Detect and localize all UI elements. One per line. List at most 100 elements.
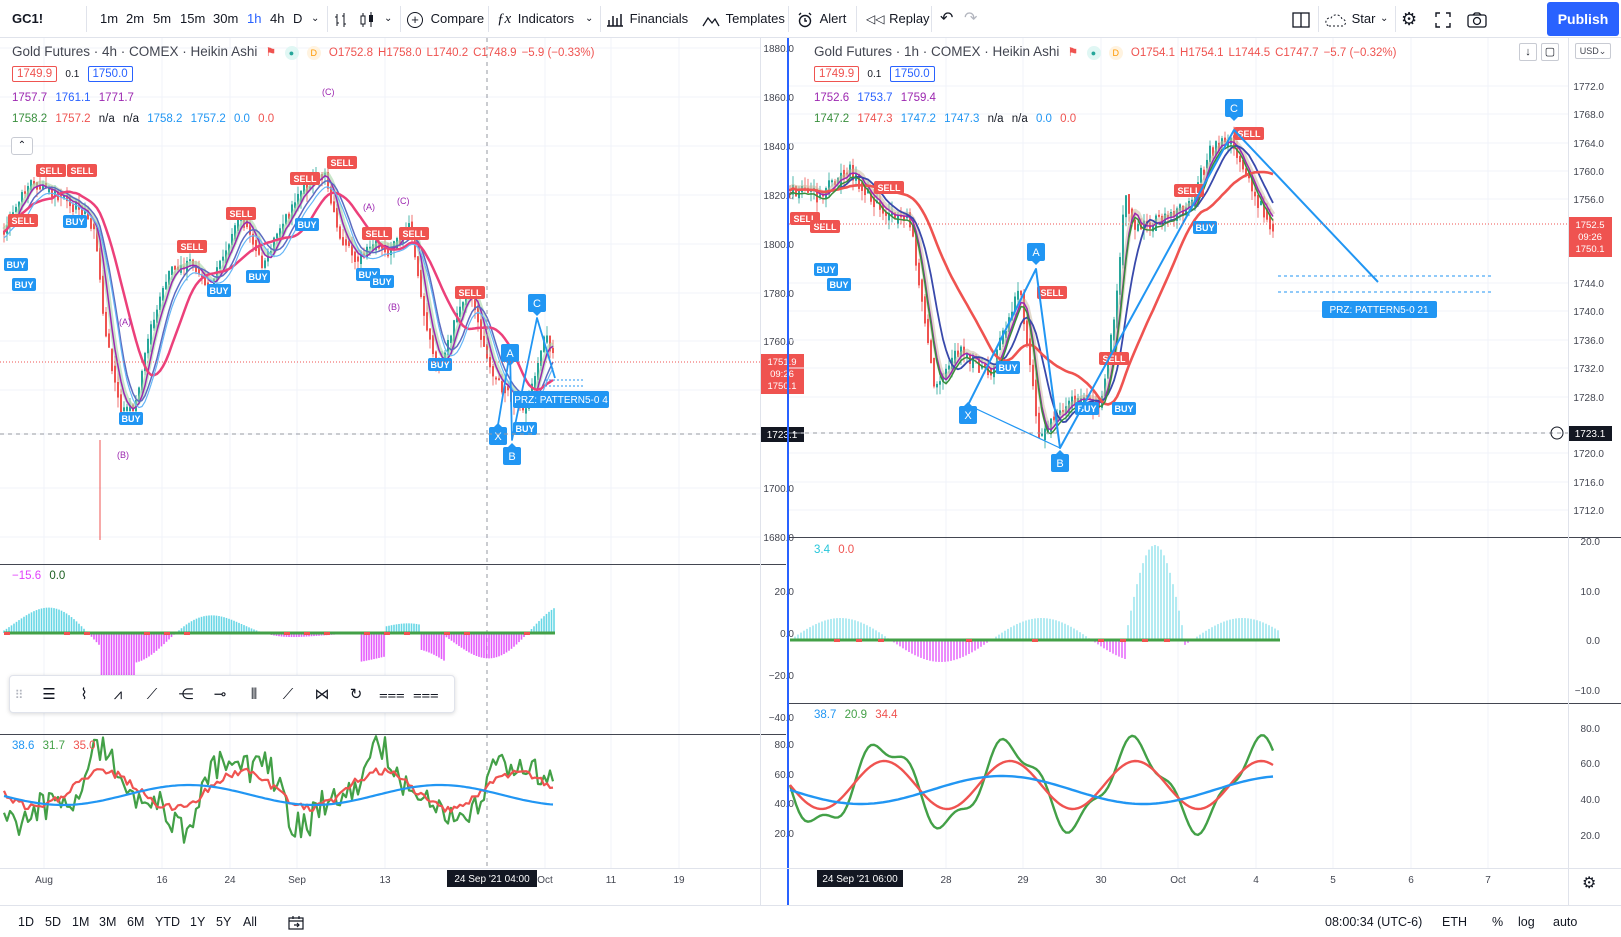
fib-settings-icon[interactable]: ⩶ bbox=[379, 686, 405, 703]
sell-signal-label: SELL bbox=[877, 183, 901, 193]
vertical-lines-icon[interactable]: ⫴ bbox=[250, 686, 258, 703]
star-button[interactable]: Star bbox=[1324, 0, 1375, 38]
download-icon[interactable]: ↓ bbox=[1519, 43, 1537, 61]
bid-price[interactable]: 1749.9 bbox=[12, 66, 58, 82]
range-1y[interactable]: 1Y bbox=[190, 915, 206, 929]
symbol-search[interactable]: GC1! bbox=[12, 11, 44, 26]
symbol-title[interactable]: Gold Futures · 4h · COMEX · Heikin Ashi bbox=[12, 44, 258, 59]
gear-icon[interactable]: ⚙ bbox=[1401, 9, 1418, 29]
auto-toggle[interactable]: auto bbox=[1553, 915, 1578, 929]
flag-icon[interactable]: ⚑ bbox=[265, 45, 277, 59]
pane-separator[interactable] bbox=[789, 537, 1621, 538]
compare-button[interactable]: + Compare bbox=[407, 0, 484, 38]
range-5y[interactable]: 5Y bbox=[216, 915, 232, 929]
pattern-123-icon[interactable]: ⌇ bbox=[80, 686, 88, 703]
ask-price[interactable]: 1750.0 bbox=[889, 66, 935, 82]
pitchfork-icon[interactable]: ⋲ bbox=[178, 686, 194, 703]
range-all[interactable]: All bbox=[243, 915, 257, 929]
right-indicator-2[interactable]: 1747.2 1747.3 1747.2 1747.3 n/a n/a 0.0 … bbox=[814, 113, 1081, 125]
right-osc2-legend[interactable]: 38.7 20.9 34.4 bbox=[814, 709, 903, 721]
financials-button[interactable]: Financials bbox=[607, 0, 688, 38]
layout-icon[interactable] bbox=[1292, 0, 1310, 38]
interval-1h[interactable]: 1h bbox=[247, 11, 262, 26]
candle-body bbox=[1236, 147, 1238, 158]
range-3m[interactable]: 3M bbox=[99, 915, 117, 929]
interval-5m[interactable]: 5m bbox=[153, 11, 172, 26]
price-axis-label: 1760.0 bbox=[763, 337, 794, 348]
pattern-abc-icon[interactable]: ⩘ bbox=[113, 686, 123, 703]
candle-body bbox=[459, 306, 461, 317]
left-osc1-legend[interactable]: −15.6 0.0 bbox=[12, 570, 70, 582]
range-1d[interactable]: 1D bbox=[18, 915, 34, 929]
pattern-point-bg bbox=[503, 447, 521, 465]
chevron-down-icon[interactable]: ⌄ bbox=[1380, 13, 1389, 24]
interval-2m[interactable]: 2m bbox=[126, 11, 145, 26]
symbol-title[interactable]: Gold Futures · 1h · COMEX · Heikin Ashi bbox=[814, 44, 1060, 59]
candle-body bbox=[1020, 290, 1022, 296]
redo-icon[interactable]: ↷ bbox=[964, 10, 978, 27]
interval-30m[interactable]: 30m bbox=[213, 11, 239, 26]
trend-line-icon[interactable]: ⟋ bbox=[146, 686, 158, 703]
price-axis-label: 1800.0 bbox=[763, 240, 794, 251]
rsi-line-blue bbox=[789, 774, 1274, 806]
range-ytd[interactable]: YTD bbox=[155, 915, 180, 929]
interval-d[interactable]: D bbox=[293, 11, 303, 26]
bid-price[interactable]: 1749.9 bbox=[814, 66, 860, 82]
ray-icon[interactable]: ⟋ bbox=[282, 686, 294, 703]
chevron-down-icon[interactable]: ⌄ bbox=[311, 13, 320, 24]
pane-separator[interactable] bbox=[0, 564, 786, 565]
publish-button[interactable]: Publish bbox=[1547, 2, 1619, 36]
replay-button[interactable]: ◁◁ Replay bbox=[866, 0, 930, 38]
alert-button[interactable]: Alert bbox=[797, 0, 846, 38]
right-osc1-legend[interactable]: 3.4 0.0 bbox=[814, 544, 859, 556]
pane-separator[interactable] bbox=[0, 734, 786, 735]
candle-body bbox=[201, 274, 203, 278]
ask-price[interactable]: 1750.0 bbox=[87, 66, 133, 82]
buy-signal-label: BUY bbox=[816, 265, 835, 275]
candle-body bbox=[48, 188, 50, 193]
left-indicator-2[interactable]: 1758.2 1757.2 n/a n/a 1758.2 1757.2 0.0 … bbox=[12, 113, 279, 125]
chevron-down-icon[interactable]: ⌄ bbox=[384, 13, 393, 24]
chart-settings-gear-icon[interactable]: ⚙ bbox=[1582, 875, 1597, 892]
pane-separator[interactable] bbox=[789, 703, 1621, 704]
log-toggle[interactable]: log bbox=[1518, 915, 1535, 929]
left-osc2-legend[interactable]: 38.6 31.7 35.0 bbox=[12, 740, 101, 752]
curve-icon[interactable]: ↻ bbox=[349, 686, 363, 703]
add-alert-icon[interactable] bbox=[1550, 426, 1564, 440]
maximize-icon[interactable]: ▢ bbox=[1541, 43, 1559, 61]
collapse-legend-button[interactable]: ⌃ bbox=[11, 137, 33, 155]
currency-select[interactable]: USD⌄ bbox=[1575, 43, 1611, 59]
spread: 0.1 bbox=[65, 69, 80, 80]
right-indicator-1[interactable]: 1752.6 1753.7 1759.4 bbox=[814, 92, 941, 104]
drag-handle-icon[interactable]: ⠿ bbox=[14, 688, 24, 702]
interval-1m[interactable]: 1m bbox=[100, 11, 119, 26]
timezone-clock[interactable]: 08:00:34 (UTC-6) bbox=[1325, 915, 1423, 929]
xabcd-pattern-icon[interactable]: ⋈ bbox=[314, 686, 330, 703]
left-indicator-1[interactable]: 1757.7 1761.1 1771.7 bbox=[12, 92, 139, 104]
indicators-button[interactable]: ƒx Indicators bbox=[497, 0, 574, 38]
go-to-date-icon[interactable] bbox=[288, 906, 304, 937]
parallel-channel-icon[interactable]: ⩶ bbox=[413, 686, 439, 703]
interval-15m[interactable]: 15m bbox=[180, 11, 206, 26]
chevron-down-icon[interactable]: ⌄ bbox=[585, 13, 594, 24]
fullscreen-icon[interactable] bbox=[1435, 0, 1451, 38]
camera-icon[interactable] bbox=[1467, 0, 1487, 38]
bar-style-icon[interactable] bbox=[333, 0, 349, 38]
range-1m[interactable]: 1M bbox=[72, 915, 90, 929]
candle-body bbox=[795, 186, 797, 197]
candle-body bbox=[342, 237, 344, 246]
range-5d[interactable]: 5D bbox=[45, 915, 61, 929]
flag-icon[interactable]: ⚑ bbox=[1067, 45, 1079, 59]
horizontal-ray-icon[interactable]: ⊸ bbox=[213, 686, 227, 703]
range-6m[interactable]: 6M bbox=[127, 915, 145, 929]
session-toggle[interactable]: ETH bbox=[1442, 915, 1467, 929]
interval-4h[interactable]: 4h bbox=[270, 11, 285, 26]
percent-toggle[interactable]: % bbox=[1492, 915, 1504, 929]
undo-icon[interactable]: ↶ bbox=[940, 10, 954, 27]
candle-body bbox=[498, 378, 500, 381]
lines-icon[interactable]: ☰ bbox=[42, 686, 56, 703]
candles-icon[interactable] bbox=[358, 0, 376, 38]
ind-value: 1757.2 bbox=[190, 113, 226, 125]
templates-button[interactable]: Templates bbox=[702, 0, 785, 38]
